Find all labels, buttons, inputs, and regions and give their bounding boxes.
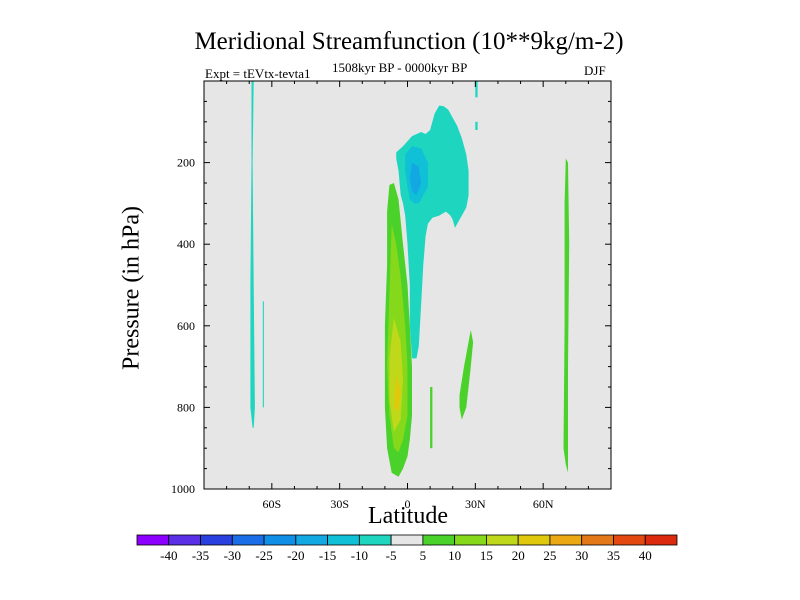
axis-ticks: 60S 30S 0 30N 60N 200 400 600 800 1000 (171, 81, 611, 511)
colorbar-label: 5 (420, 548, 427, 563)
colorbar-label: 30 (575, 548, 588, 563)
colorbar-swatch (486, 534, 519, 546)
colorbar-label: -5 (386, 548, 397, 563)
nh-high-lat-negative-tick (475, 81, 478, 98)
colorbar-label: -40 (160, 548, 177, 563)
colorbar-label: -30 (224, 548, 241, 563)
colorbar-swatch (613, 534, 646, 546)
equatorial-positive-sliver (430, 387, 433, 449)
colorbar-swatch (263, 534, 297, 546)
colorbar-swatch (231, 534, 265, 546)
nh-subtropical-positive-patch (459, 329, 474, 420)
colorbar-swatch (358, 534, 392, 546)
y-tick-label: 400 (177, 237, 195, 251)
experiment-label: Expt = tEVtx-tevta1 (205, 66, 311, 81)
colorbar-swatch (517, 534, 551, 546)
colorbar-swatch (549, 534, 583, 546)
colorbar: -40 -35 -30 -25 -20 -15 -10 -5 5 10 15 20 25 30 35 40 (136, 534, 678, 563)
colorbar-label: -20 (287, 548, 304, 563)
colorbar-swatch (390, 534, 424, 546)
x-axis-title: Latitude (368, 503, 448, 529)
colorbar-swatch (454, 534, 487, 546)
y-tick-label: 600 (177, 319, 195, 333)
upper-trop-negative-center (409, 162, 422, 196)
colorbar-label: 25 (543, 548, 556, 563)
colorbar-label: 10 (448, 548, 461, 563)
x-tick-label: 0 (405, 497, 411, 511)
colorbar-swatch (422, 534, 456, 546)
contour-regions (250, 81, 570, 477)
x-tick-label: 60S (262, 497, 281, 511)
nh-high-lat-positive-band (563, 158, 570, 473)
colorbar-label: 15 (480, 548, 493, 563)
colorbar-label: -15 (319, 548, 336, 563)
colorbar-label: 40 (639, 548, 652, 563)
tropical-positive-core (389, 317, 403, 432)
colorbar-label: 20 (512, 548, 525, 563)
colorbar-swatch (200, 534, 233, 546)
colorbar-label: 35 (607, 548, 620, 563)
y-tick-label: 1000 (171, 482, 195, 496)
colorbar-swatch (295, 534, 328, 546)
x-tick-label: 30S (330, 497, 349, 511)
colorbar-label: -35 (192, 548, 209, 563)
tropical-positive-center (393, 374, 401, 412)
colorbar-label: -10 (351, 548, 368, 563)
colorbar-label: -25 (255, 548, 272, 563)
colorbar-swatch (136, 534, 170, 546)
sh-high-lat-negative-sliver (262, 301, 264, 408)
season-label: DJF (584, 63, 606, 78)
colorbar-swatch (581, 534, 614, 546)
x-tick-label: 60N (533, 497, 554, 511)
nh-high-lat-negative-dot (475, 121, 478, 130)
colorbar-swatch (168, 534, 201, 546)
colorbar-swatch (644, 534, 678, 546)
colorbar-swatch (327, 534, 360, 546)
sh-high-lat-negative-band (250, 81, 255, 428)
x-tick-label: 30N (465, 497, 486, 511)
period-label: 1508kyr BP - 0000kyr BP (332, 60, 468, 75)
y-tick-label: 800 (177, 400, 195, 414)
chart-title: Meridional Streamfunction (10**9kg/m-2) (194, 28, 624, 55)
y-tick-label: 200 (177, 156, 195, 170)
